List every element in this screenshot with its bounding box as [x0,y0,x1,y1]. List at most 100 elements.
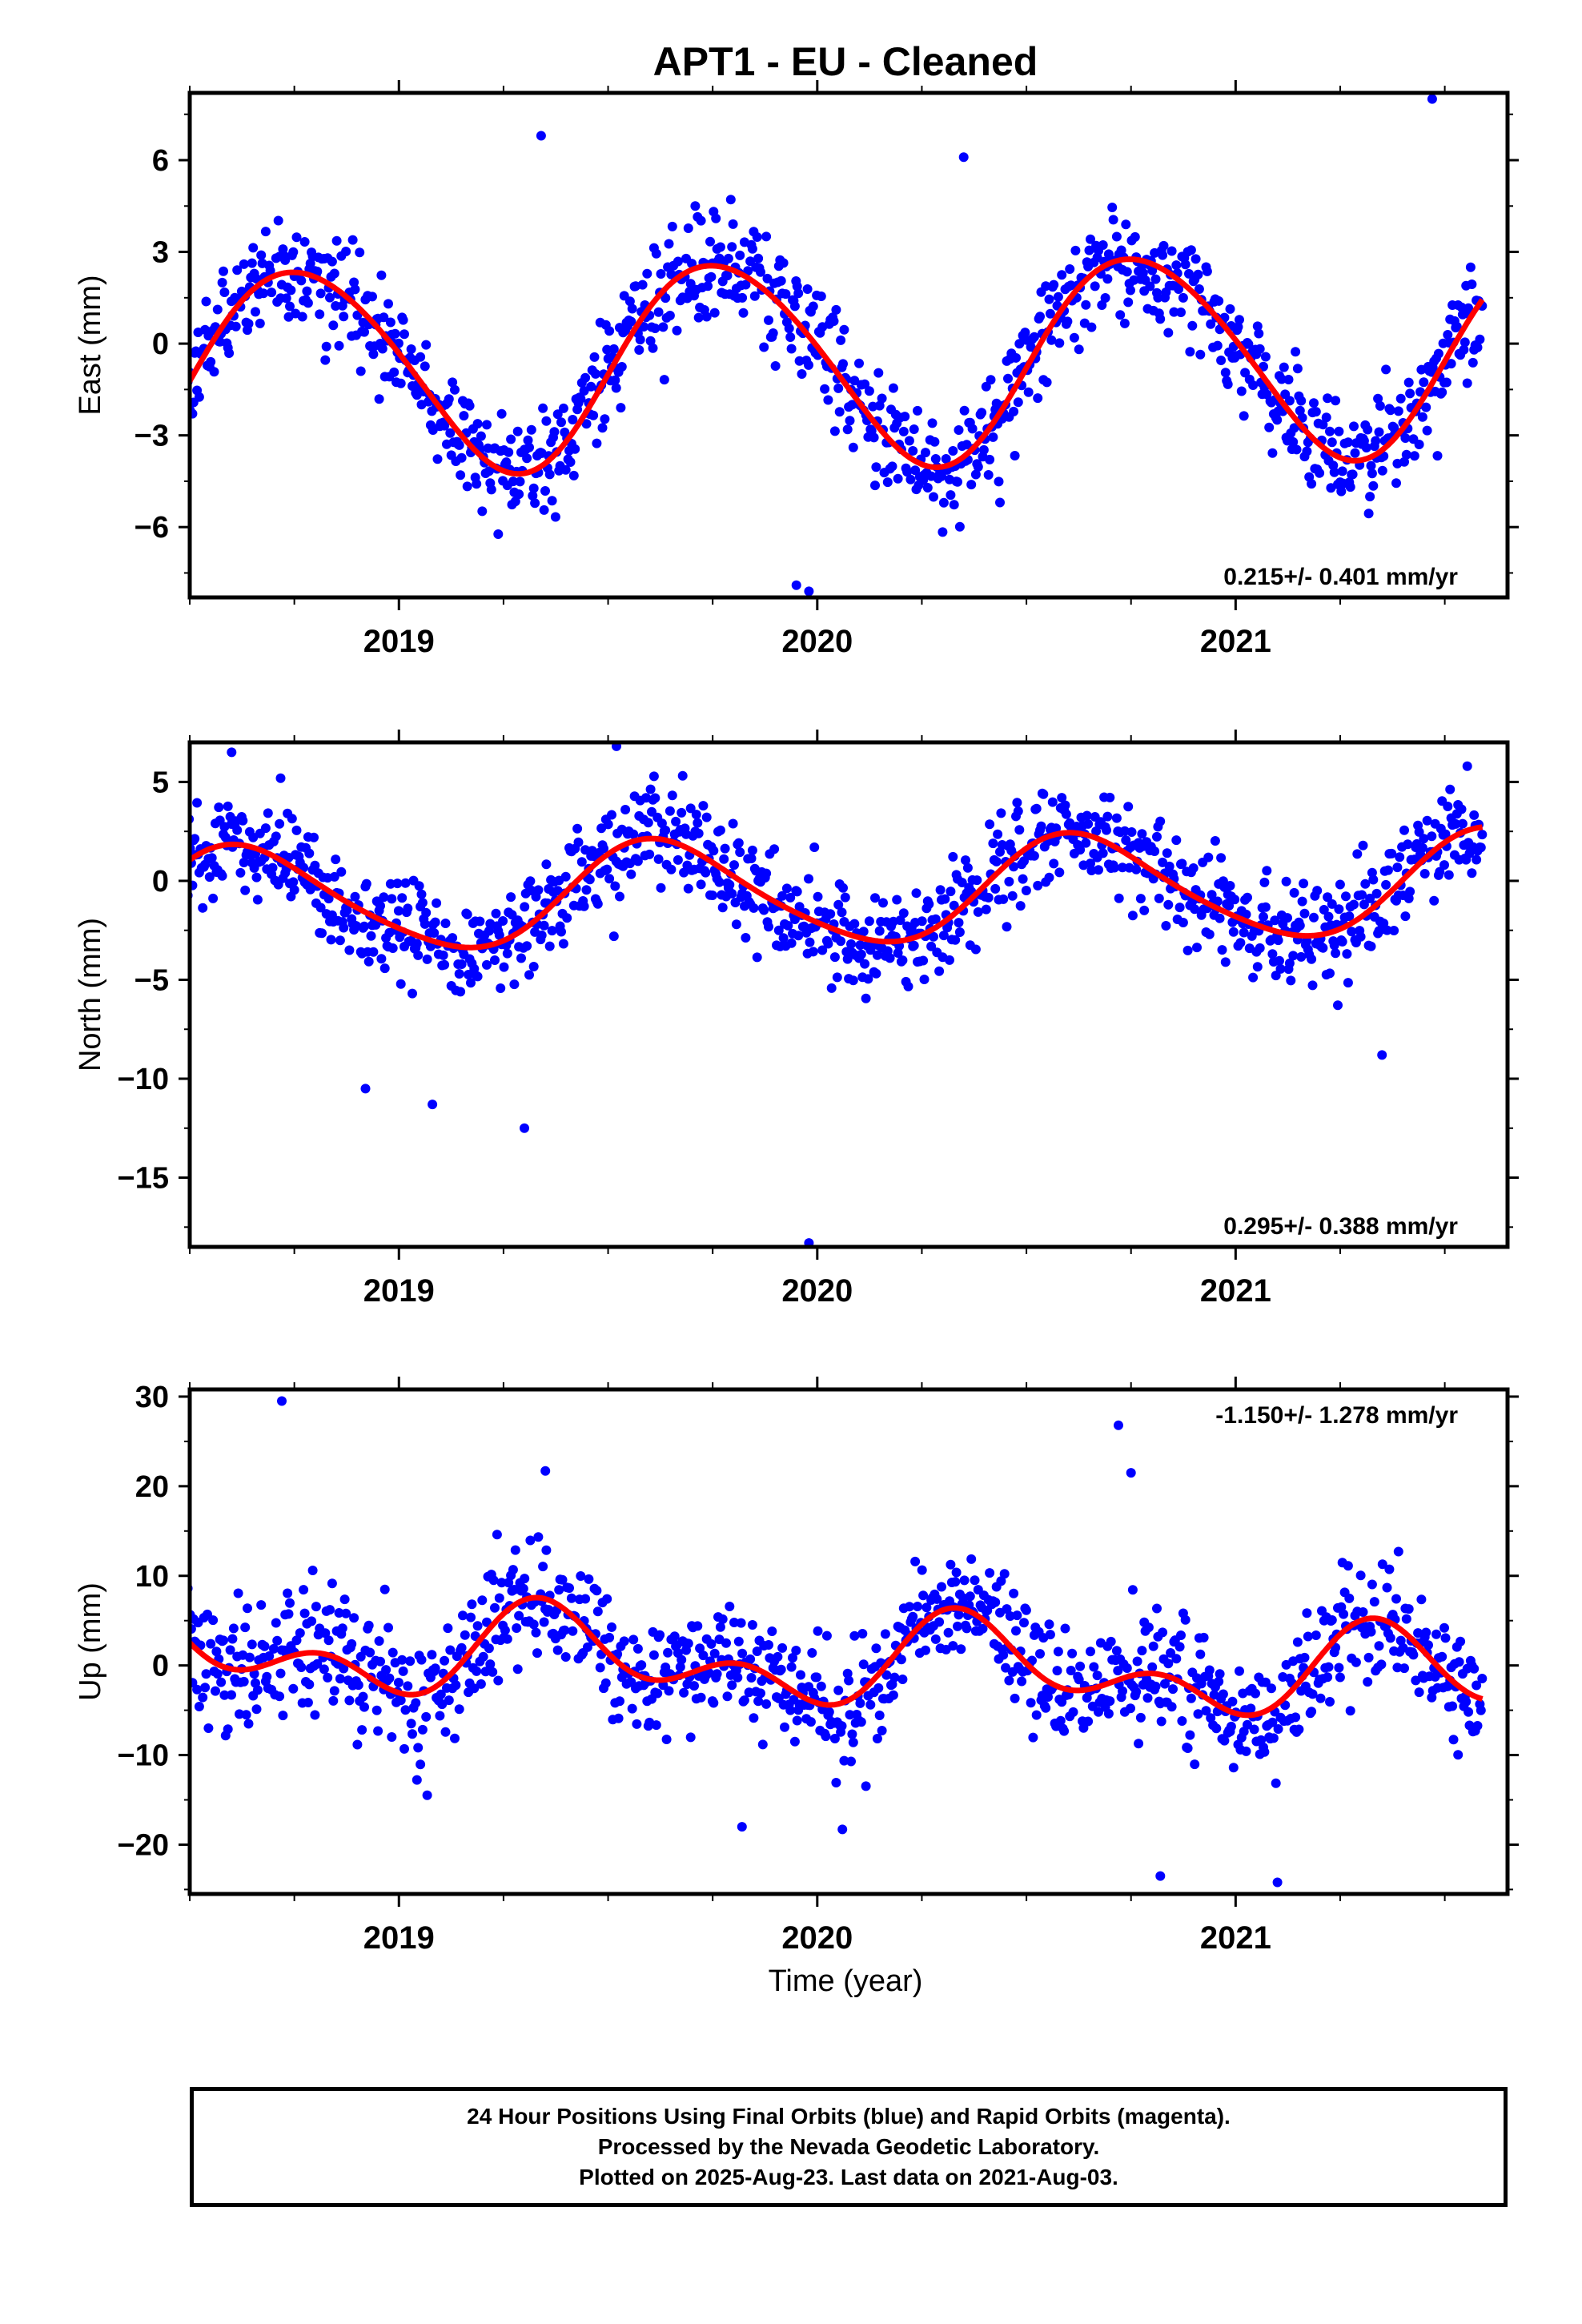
data-point [1154,893,1164,903]
data-point [523,435,533,445]
east-ytick-label: 0 [152,328,169,361]
data-point [1070,245,1081,255]
data-point [206,356,216,367]
data-point [949,500,959,510]
data-point [897,1675,908,1684]
data-point [991,856,1002,866]
data-point [831,304,841,315]
data-point [1001,1663,1011,1673]
data-point [837,907,847,918]
data-point [829,1734,840,1743]
data-point [1333,1000,1343,1011]
data-point [786,344,797,354]
data-point [1342,949,1352,959]
data-point [1239,927,1249,938]
data-point [861,993,871,1003]
data-point [509,979,520,990]
data-point [1081,838,1091,848]
outlier-point [227,747,237,758]
data-point [1433,348,1443,359]
data-point [752,232,762,242]
data-point [454,969,464,979]
data-point [1427,831,1437,842]
data-point [1075,1661,1086,1671]
data-point [1315,1693,1326,1703]
data-point [812,1672,822,1683]
data-point [1318,943,1328,953]
data-point [368,349,379,360]
data-point [560,1652,571,1662]
data-point [954,1610,964,1620]
data-point [1195,1649,1206,1659]
data-point [515,476,525,487]
data-point [1044,1619,1054,1630]
data-point [339,1663,349,1674]
data-point [1419,834,1429,844]
data-point [927,418,938,428]
data-point [408,1729,417,1739]
data-point [873,368,884,378]
data-point [696,1692,706,1703]
data-point [556,417,566,428]
data-point [493,1675,504,1686]
data-point [951,1567,962,1578]
data-point [786,1662,797,1672]
data-point [255,318,265,328]
data-point [1387,848,1397,858]
north-xtick-label: 2019 [363,1273,435,1309]
data-point [1267,1717,1278,1727]
data-point [344,945,355,955]
data-point [785,332,796,342]
data-point [759,905,769,915]
north-model-curve [190,824,1484,951]
data-point [1315,468,1325,478]
data-point [1176,1630,1186,1640]
data-point [967,424,978,434]
data-point [626,869,636,879]
data-point [1445,784,1456,794]
data-point [350,891,360,902]
data-point [504,1578,514,1588]
data-point [1459,344,1469,355]
data-point [784,324,794,334]
data-point [1375,400,1385,411]
data-point [651,1720,661,1731]
data-point [804,874,813,884]
data-point [568,470,579,480]
data-point [1086,234,1095,244]
data-point [387,1647,398,1658]
data-point [592,899,603,909]
data-point [1075,845,1086,855]
data-point [556,927,566,937]
data-point [846,1756,856,1767]
data-point [1334,1663,1344,1673]
data-point [1371,888,1382,899]
data-point [307,1616,317,1626]
data-point [946,1559,956,1570]
data-point [1289,423,1299,433]
data-point [438,950,448,960]
data-point [297,312,307,322]
data-point [1171,1654,1182,1664]
data-point [1089,1662,1099,1672]
data-point [541,859,552,870]
data-point [490,1602,500,1613]
data-point [848,1737,858,1747]
data-point [805,937,815,947]
data-point [624,296,635,307]
data-point [1441,377,1452,388]
north-xtick-label: 2021 [1200,1273,1271,1309]
data-point [557,1574,568,1585]
data-point [390,328,400,339]
data-point [568,1626,578,1636]
data-point [1347,927,1357,937]
data-point [870,480,880,491]
data-point [877,393,887,404]
data-point [962,1623,972,1634]
data-point [1010,451,1020,460]
data-point [1323,911,1334,922]
data-point [400,329,409,340]
data-point [327,256,337,267]
data-point [440,1655,450,1666]
